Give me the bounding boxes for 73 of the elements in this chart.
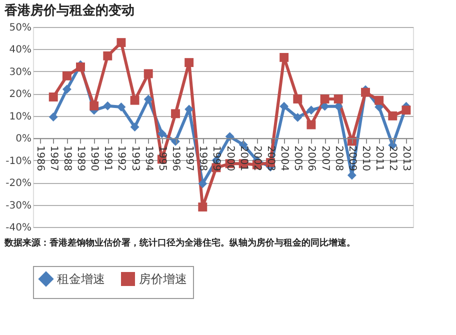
point [334,94,343,104]
x-tick-label: 2007 [319,146,330,172]
x-tick-label: 2005 [292,146,304,172]
x-tick-label: 2012 [387,146,398,172]
point [374,96,384,105]
y-tick-label: 40% [9,44,32,56]
x-tick-label: 1992 [116,146,127,172]
point [62,71,72,80]
x-tick-label: 2008 [332,146,344,172]
point [76,62,85,72]
y-tick-label: 0% [16,134,32,145]
x-tick-label: 2013 [400,146,412,172]
point [90,101,99,110]
point [306,106,316,115]
point [103,101,112,110]
x-tick-label: 1997 [184,146,195,172]
point [48,92,58,102]
point [62,84,72,94]
x-tick-label: 1991 [102,146,114,172]
x-tick-label: 1986 [34,146,46,172]
x-tick-label: 2003 [265,146,276,172]
point [293,112,302,122]
x-tick-label: 1996 [170,146,181,172]
point [388,111,398,120]
x-tick-label: 2011 [374,146,385,172]
point [116,102,126,112]
y-tick-label: -20% [6,178,32,190]
x-tick-label: 1987 [48,146,59,172]
x-tick-label: 1994 [142,146,154,172]
x-tick-label: 2009 [346,146,358,172]
point [130,122,140,132]
x-tick-label: 2010 [360,146,371,172]
point [198,202,208,212]
point [306,120,316,130]
point [293,94,302,104]
x-tick-label: 2000 [224,146,236,172]
point [402,106,411,115]
y-tick-label: 10% [9,111,32,122]
y-tick-label: 20% [9,89,32,100]
y-tick-label: -40% [6,222,32,234]
point [116,38,126,48]
chart-title: 香港房价与租金的变动 [4,2,135,18]
x-tick-label: 2006 [306,146,317,172]
point [103,51,112,60]
source-note: 数据来源：香港差饷物业估价署，统计口径为全港住宅。纵轴为房价与租金的同比增速。 [4,238,356,248]
y-tick-label: 50% [9,22,32,34]
point [184,58,194,68]
point [361,88,370,97]
y-tick-label: 30% [9,66,32,78]
x-tick-label: 1990 [88,146,100,172]
x-tick-label: 1993 [129,146,140,172]
point [157,129,166,138]
y-tick-label: -10% [6,156,32,167]
x-tick-label: 2004 [278,146,290,172]
x-tick-label: 1988 [61,146,72,172]
point [48,112,58,122]
point [280,52,289,62]
y-tick-label: -30% [6,200,32,212]
point [144,94,153,104]
point [320,94,330,104]
x-tick-label: 1995 [156,146,168,172]
x-tick-label: 2001 [238,146,249,172]
x-tick-label: 1989 [75,146,86,172]
x-tick-label: 1998 [197,146,208,172]
point [280,102,289,111]
legend-label: 房价增速 [139,272,187,286]
x-tick-label: 1999 [210,146,222,172]
point [171,109,180,118]
x-tick-label: 2002 [251,146,262,172]
point [198,179,208,188]
point [130,96,140,105]
legend-label: 租金增速 [57,272,105,286]
point [144,69,153,78]
